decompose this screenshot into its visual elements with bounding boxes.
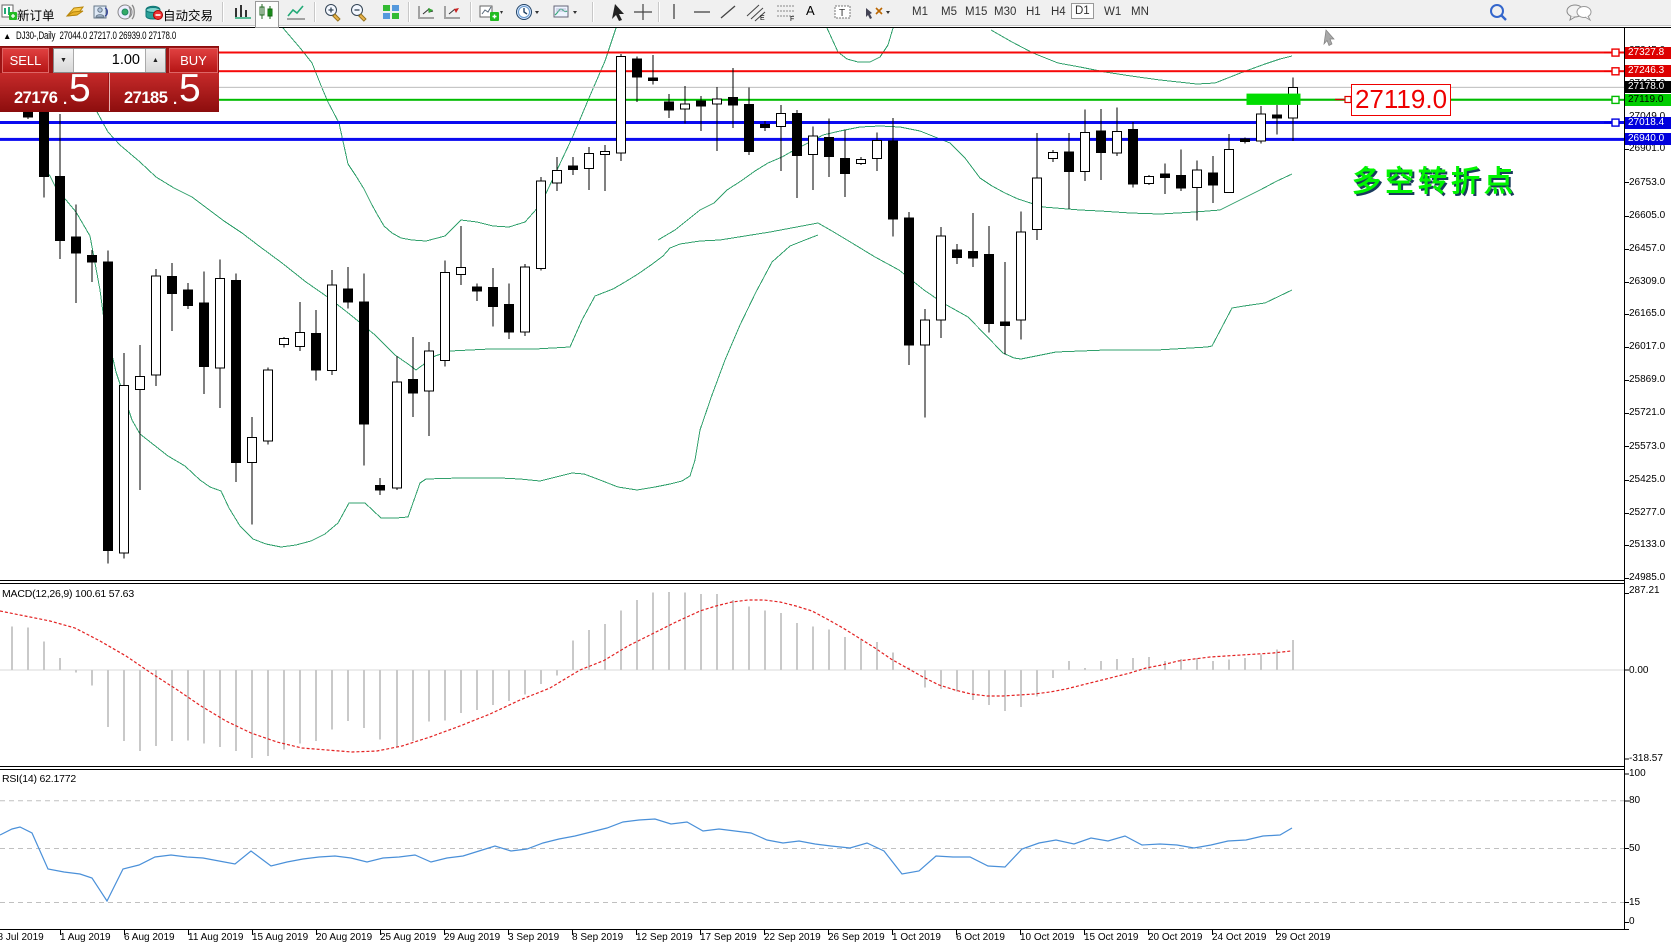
svg-text:E: E xyxy=(760,15,765,22)
svg-text:T: T xyxy=(839,8,845,19)
svg-text:F: F xyxy=(790,16,794,22)
